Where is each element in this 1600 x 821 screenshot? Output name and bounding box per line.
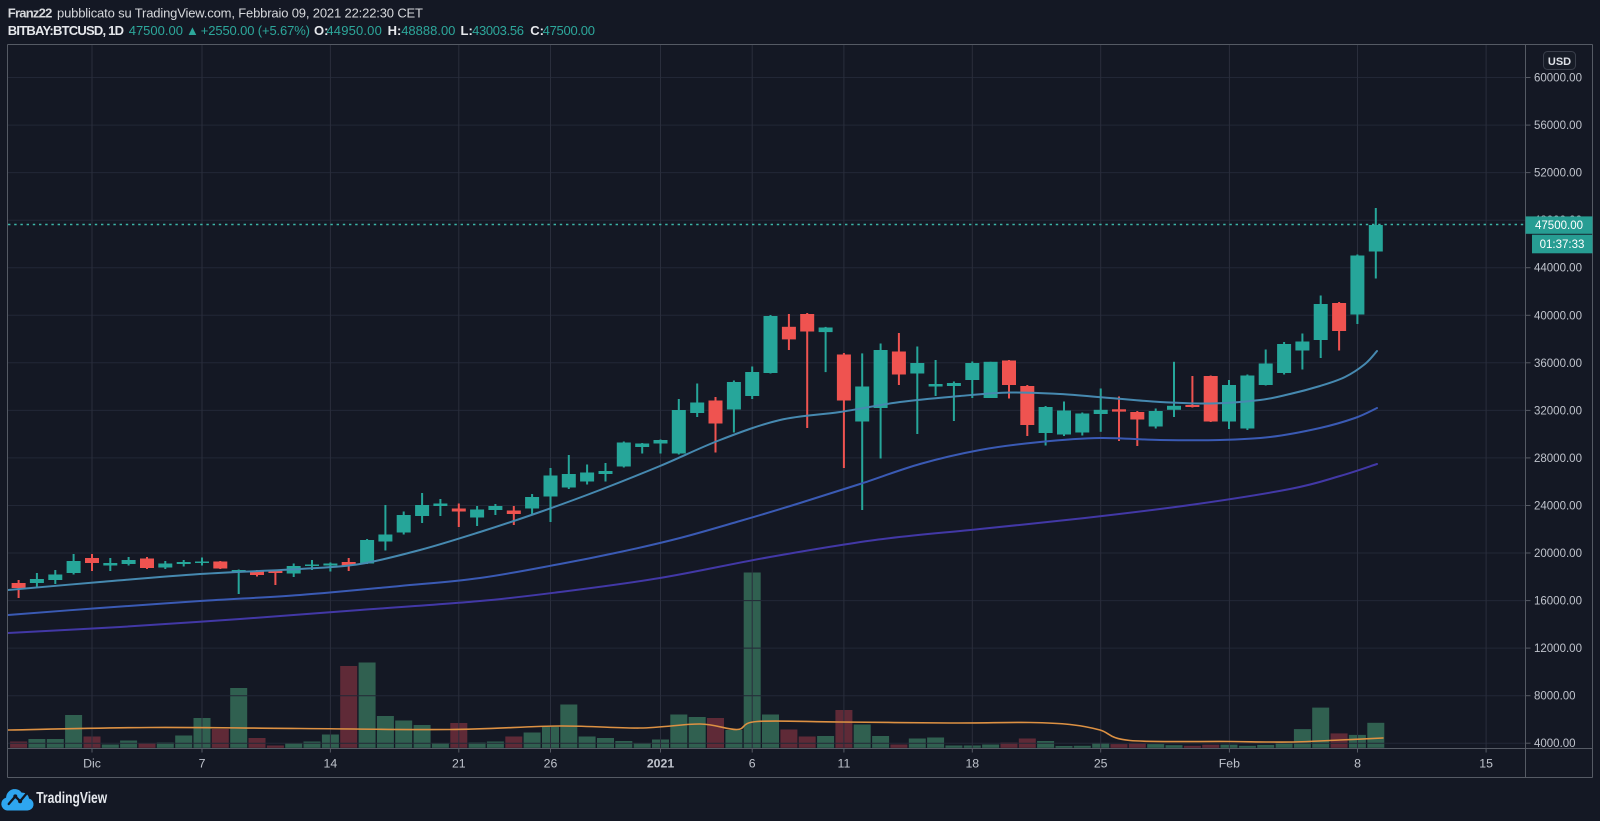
svg-text:52000.00: 52000.00 xyxy=(1534,168,1582,180)
svg-text:Dic: Dic xyxy=(83,757,101,771)
svg-text:6: 6 xyxy=(749,757,756,771)
svg-text:01:37:33: 01:37:33 xyxy=(1540,239,1585,251)
svg-text:32000.00: 32000.00 xyxy=(1534,405,1582,417)
svg-text:8: 8 xyxy=(1354,757,1361,771)
svg-text:Feb: Feb xyxy=(1219,757,1240,771)
svg-text:44000.00: 44000.00 xyxy=(1534,263,1582,275)
svg-text:2021: 2021 xyxy=(647,757,675,771)
svg-text:24000.00: 24000.00 xyxy=(1534,501,1582,513)
svg-text:60000.00: 60000.00 xyxy=(1534,73,1582,85)
svg-text:4000.00: 4000.00 xyxy=(1534,738,1576,750)
svg-text:36000.00: 36000.00 xyxy=(1534,358,1582,370)
svg-text:26: 26 xyxy=(544,757,558,771)
svg-text:15: 15 xyxy=(1479,757,1493,771)
svg-text:21: 21 xyxy=(452,757,466,771)
svg-text:USD: USD xyxy=(1548,56,1571,68)
svg-text:47500.00: 47500.00 xyxy=(1535,220,1583,232)
svg-text:40000.00: 40000.00 xyxy=(1534,310,1582,322)
svg-text:18: 18 xyxy=(965,757,979,771)
svg-text:12000.00: 12000.00 xyxy=(1534,643,1582,655)
svg-text:11: 11 xyxy=(838,757,851,771)
svg-text:28000.00: 28000.00 xyxy=(1534,453,1582,465)
svg-text:7: 7 xyxy=(199,757,206,771)
svg-text:56000.00: 56000.00 xyxy=(1534,120,1582,132)
svg-text:25: 25 xyxy=(1094,757,1108,771)
svg-text:20000.00: 20000.00 xyxy=(1534,548,1582,560)
svg-text:TradingView: TradingView xyxy=(36,790,108,807)
svg-text:16000.00: 16000.00 xyxy=(1534,596,1582,608)
svg-text:14: 14 xyxy=(324,757,338,771)
svg-text:8000.00: 8000.00 xyxy=(1534,691,1576,703)
